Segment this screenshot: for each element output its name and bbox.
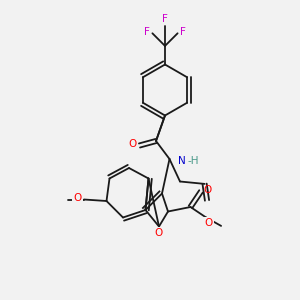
Text: O: O: [154, 228, 163, 238]
Text: O: O: [129, 139, 137, 149]
Text: O: O: [204, 218, 213, 228]
Text: O: O: [73, 193, 82, 203]
Text: N: N: [178, 156, 186, 167]
Text: F: F: [180, 27, 186, 37]
Text: -H: -H: [188, 156, 199, 167]
Text: F: F: [162, 14, 168, 24]
Text: O: O: [203, 185, 212, 195]
Text: F: F: [144, 27, 150, 37]
